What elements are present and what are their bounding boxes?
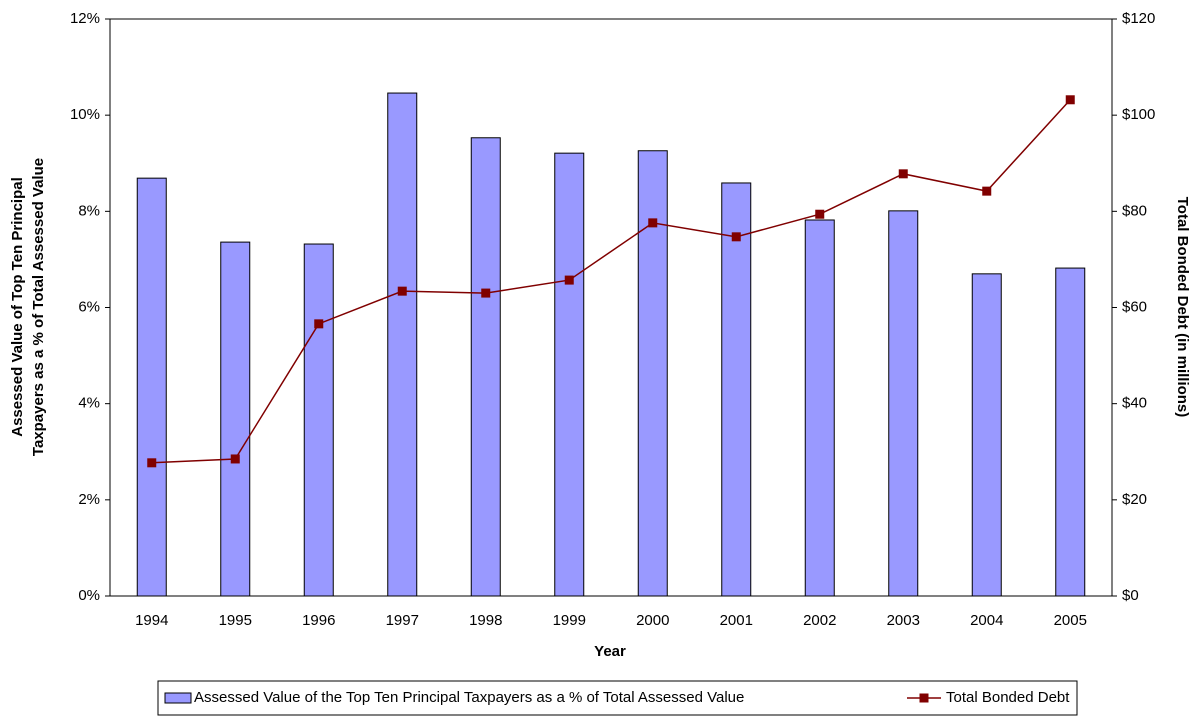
line xyxy=(151,99,1071,464)
bar xyxy=(804,219,835,597)
y2-tick-label: $40 xyxy=(1122,395,1147,412)
x-tick-label: 2000 xyxy=(636,612,669,629)
y2-tick-label: $0 xyxy=(1122,587,1139,604)
bar xyxy=(554,152,585,597)
x-tick-label: 1997 xyxy=(386,612,419,629)
line-marker xyxy=(230,454,240,464)
bar xyxy=(470,137,501,597)
line-marker xyxy=(731,232,741,242)
line-marker xyxy=(815,209,825,219)
y-tick-label: 12% xyxy=(70,10,100,27)
y2-tick-label: $20 xyxy=(1122,491,1147,508)
y-tick-label: 10% xyxy=(70,106,100,123)
legend-label: Total Bonded Debt xyxy=(946,689,1070,706)
bar xyxy=(721,182,752,597)
line-marker xyxy=(1065,95,1075,105)
x-tick-label: 1995 xyxy=(219,612,252,629)
bar xyxy=(1055,267,1086,597)
y2-axis-title: Total Bonded Debt (in millions) xyxy=(1174,197,1191,418)
y-tick-label: 2% xyxy=(78,491,100,508)
plot-frame xyxy=(109,18,1113,597)
bar xyxy=(136,177,167,597)
bar xyxy=(387,92,418,597)
line-marker xyxy=(898,169,908,179)
y2-tick-label: $120 xyxy=(1122,10,1155,27)
y-axis-title: Assessed Value of Top Ten Principal Taxp… xyxy=(9,158,47,456)
y2-tick-label: $100 xyxy=(1122,106,1155,123)
line-marker xyxy=(314,319,324,329)
line-marker xyxy=(397,286,407,296)
bar xyxy=(971,273,1002,597)
y-tick-label: 6% xyxy=(78,298,100,315)
bar xyxy=(220,241,251,597)
x-tick-label: 2004 xyxy=(970,612,1003,629)
x-tick-label: 2005 xyxy=(1054,612,1087,629)
line-marker xyxy=(481,288,491,298)
y-tick-label: 0% xyxy=(78,587,100,604)
legend-label: Assessed Value of the Top Ten Principal … xyxy=(194,689,744,706)
legend-swatch xyxy=(919,693,929,703)
y-axis-title-line: Assessed Value of Top Ten Principal xyxy=(9,177,26,437)
y-tick-label: 4% xyxy=(78,395,100,412)
x-tick-label: 2001 xyxy=(720,612,753,629)
x-tick-label: 1994 xyxy=(135,612,168,629)
x-tick-label: 2002 xyxy=(803,612,836,629)
x-tick-label: 1999 xyxy=(553,612,586,629)
x-tick-label: 1996 xyxy=(302,612,335,629)
line-marker xyxy=(648,218,658,228)
y2-tick-label: $80 xyxy=(1122,202,1147,219)
x-tick-label: 1998 xyxy=(469,612,502,629)
bar xyxy=(888,210,919,597)
x-axis-title: Year xyxy=(594,643,626,660)
bar xyxy=(637,150,668,597)
y2-tick-label: $60 xyxy=(1122,298,1147,315)
y-tick-label: 8% xyxy=(78,202,100,219)
x-tick-label: 2003 xyxy=(887,612,920,629)
line-marker xyxy=(147,458,157,468)
bar xyxy=(303,243,334,597)
line-marker xyxy=(564,275,574,285)
y-axis-title-line: Taxpayers as a % of Total Assessed Value xyxy=(30,158,47,456)
legend-swatch xyxy=(164,692,192,704)
line-marker xyxy=(982,186,992,196)
